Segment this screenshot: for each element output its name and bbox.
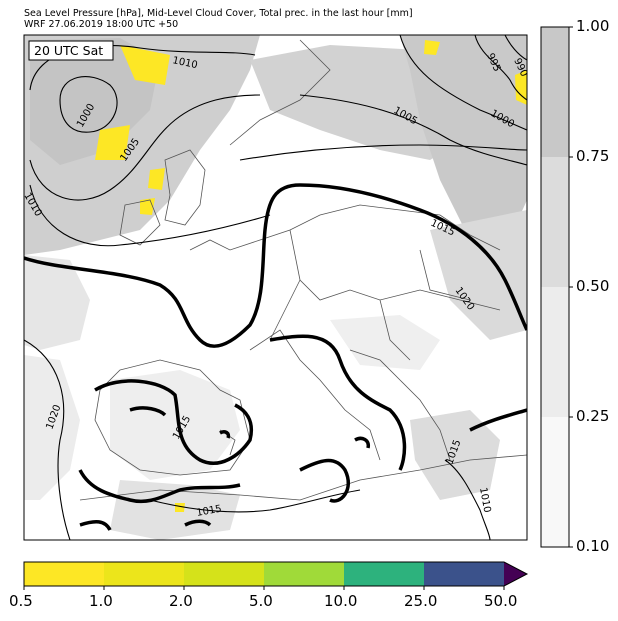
isobar-label: 1010: [171, 55, 198, 71]
cloud-colorbar-segment: [541, 27, 569, 157]
time-label: 20 UTC Sat: [34, 43, 103, 58]
cloud-colorbar-label: 0.50: [576, 277, 610, 295]
cloud-colorbar-segment: [541, 417, 569, 547]
precip-colorbar-segment: [24, 562, 104, 586]
cloud-colorbar: [540, 26, 573, 548]
cloud-cover-layer: [24, 35, 527, 540]
isobar-label: 1015: [196, 504, 223, 519]
precip-colorbar-segment: [264, 562, 344, 586]
precip-colorbar-label: 5.0: [249, 592, 273, 610]
precip-colorbar: [23, 561, 529, 590]
precip-colorbar-label: 50.0: [484, 592, 518, 610]
precip-colorbar-segment: [344, 562, 424, 586]
isobars-thin: [24, 35, 527, 540]
precip-colorbar-label: 0.5: [9, 592, 33, 610]
cloud-colorbar-segment: [541, 287, 569, 417]
precip-colorbar-label: 10.0: [324, 592, 358, 610]
map-title-line2: WRF 27.06.2019 18:00 UTC +50: [24, 19, 179, 30]
isobar-label: 1010: [477, 487, 492, 514]
precip-colorbar-segment: [424, 562, 504, 586]
cloud-colorbar-label: 1.00: [576, 17, 610, 35]
precip-colorbar-segment: [104, 562, 184, 586]
cloud-colorbar-label: 0.75: [576, 147, 610, 165]
precip-colorbar-label: 2.0: [169, 592, 193, 610]
precipitation-layer: [95, 40, 527, 512]
isobar-1015-thick: [24, 183, 527, 531]
cloud-colorbar-segment: [541, 157, 569, 287]
map-frame: [23, 34, 528, 541]
precip-colorbar-label: 1.0: [89, 592, 113, 610]
cloud-colorbar-label: 0.10: [576, 537, 610, 555]
precip-colorbar-extend-arrow: [504, 562, 527, 586]
precip-colorbar-label: 25.0: [404, 592, 438, 610]
time-label-box: [28, 40, 114, 61]
cloud-colorbar-label: 0.25: [576, 407, 610, 425]
precip-colorbar-segment: [184, 562, 264, 586]
map-title-line1: Sea Level Pressure [hPa], Mid-Level Clou…: [24, 8, 413, 19]
